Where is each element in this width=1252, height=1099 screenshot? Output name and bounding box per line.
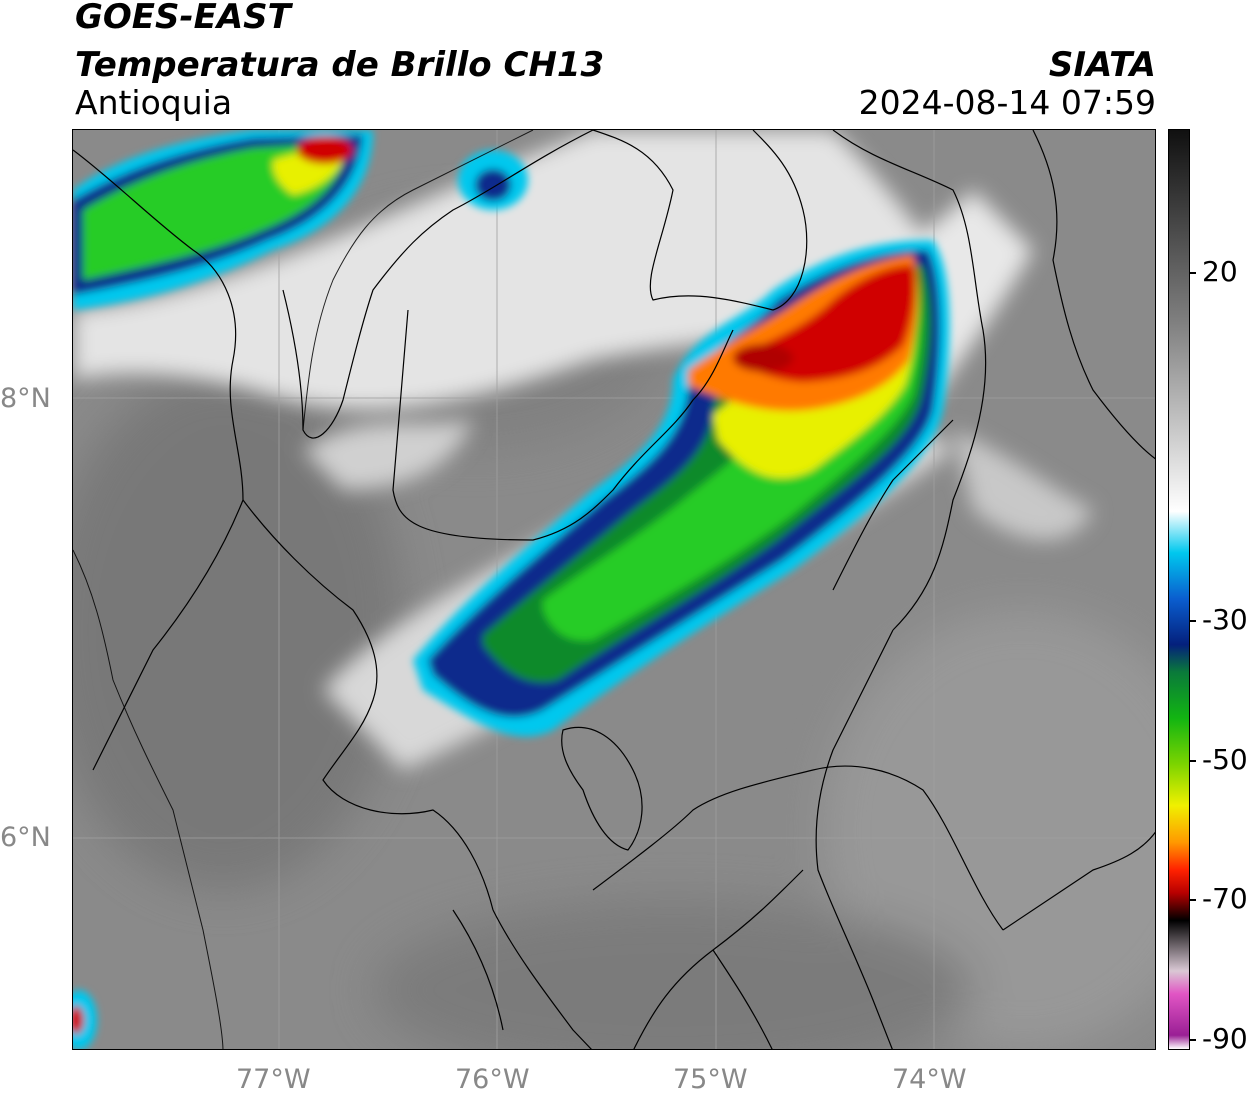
- administrative-borders: [73, 130, 1155, 1049]
- nw-cloud-red-core: [297, 136, 353, 164]
- colorbar-label-minus50: -50: [1202, 743, 1248, 776]
- colorbar-tick-minus50: [1190, 760, 1196, 762]
- colorbar-label-minus70: -70: [1202, 882, 1248, 915]
- sw-cloud-cyan-edge: [73, 990, 97, 1049]
- colorbar-label-minus90: -90: [1202, 1022, 1248, 1055]
- convective-cloud-system: [73, 130, 950, 1049]
- satellite-map: [72, 129, 1156, 1050]
- nw-cloud-blue-spot: [475, 169, 511, 201]
- cold-cloud-core-west: [733, 344, 793, 372]
- colorbar-label-minus30: -30: [1202, 603, 1248, 636]
- lon-label-74w: 74°W: [892, 1064, 967, 1095]
- temperature-colorbar: [1168, 129, 1190, 1050]
- region-title: Antioquia: [75, 83, 233, 122]
- product-title: Temperatura de Brillo CH13: [75, 45, 605, 85]
- lon-label-77w: 77°W: [236, 1064, 311, 1095]
- lon-label-76w: 76°W: [455, 1064, 530, 1095]
- lat-label-6n: 6°N: [0, 822, 51, 853]
- colorbar-label-20: 20: [1202, 255, 1238, 288]
- coastline: [73, 130, 534, 1049]
- colorbar-tick-20: [1190, 272, 1196, 274]
- lon-label-75w: 75°W: [673, 1064, 748, 1095]
- map-canvas: [73, 130, 1155, 1049]
- satellite-title: GOES-EAST: [75, 0, 291, 37]
- colorbar-tick-minus90: [1190, 1039, 1196, 1041]
- timestamp-label: 2024-08-14 07:59: [858, 83, 1156, 122]
- colorbar-tick-minus70: [1190, 899, 1196, 901]
- colorbar-tick-minus30: [1190, 620, 1196, 622]
- sw-cloud-red-edge: [73, 1006, 84, 1034]
- organization-label: SIATA: [1048, 45, 1156, 85]
- lat-label-8n: 8°N: [0, 383, 51, 414]
